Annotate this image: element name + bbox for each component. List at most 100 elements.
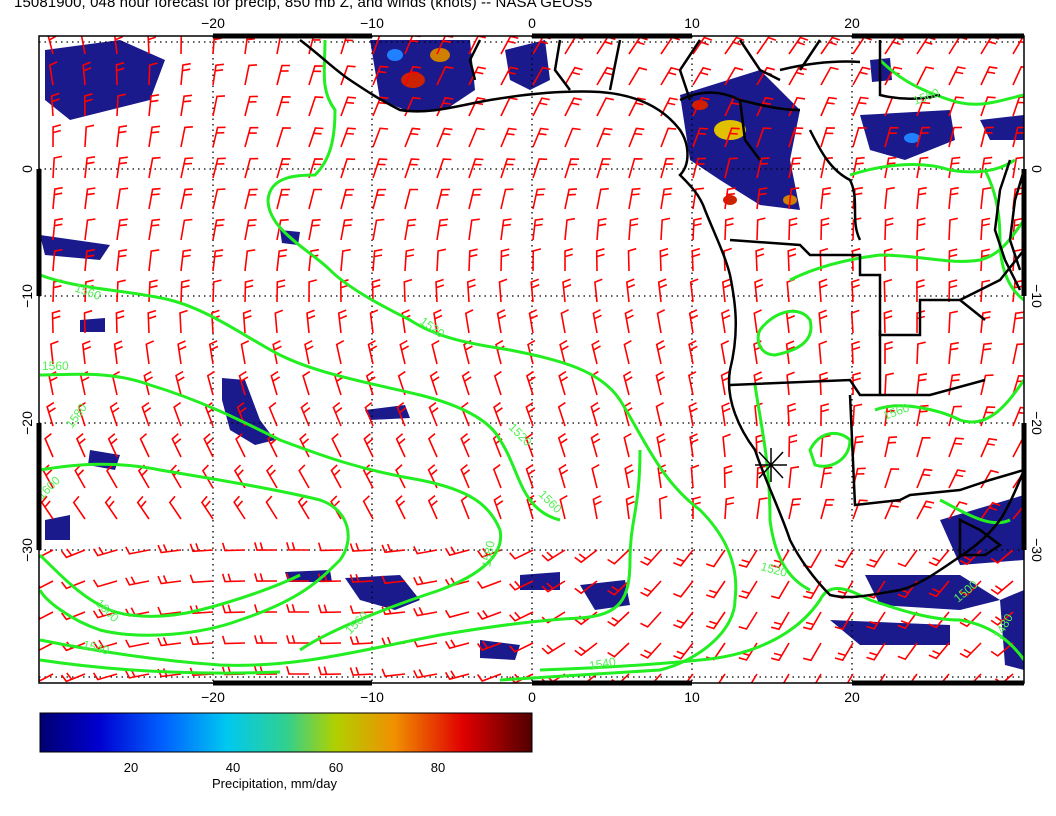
wind-barb [574, 673, 598, 683]
wind-barb [755, 247, 765, 272]
wind-barb [660, 157, 675, 179]
wind-barb [116, 93, 126, 117]
wind-barb [528, 309, 539, 334]
wind-barb [157, 637, 182, 647]
wind-barb [468, 127, 485, 148]
wind-barb [948, 469, 966, 489]
wind-barb [276, 64, 291, 86]
wind-barb [928, 642, 950, 660]
lat-tick-label-left: −10 [19, 284, 35, 308]
wind-barb [884, 468, 900, 489]
wind-barb [460, 494, 470, 520]
wind-barb [834, 549, 854, 569]
wind-barb [916, 156, 929, 179]
wind-barb [803, 580, 822, 600]
wind-barb [107, 433, 118, 458]
wind-barb [770, 642, 790, 662]
wind-barb [200, 495, 214, 520]
wind-barb [268, 401, 278, 427]
wind-barb [148, 125, 161, 148]
wind-barb [212, 218, 225, 241]
height-contours [39, 39, 1024, 682]
wind-barb [532, 218, 544, 241]
wind-barb [337, 309, 348, 334]
wind-barb [52, 124, 62, 148]
wind-barb [396, 401, 407, 427]
wind-barb [509, 549, 534, 560]
wind-barb [756, 36, 777, 55]
wind-barb [655, 370, 666, 396]
wind-barb [254, 573, 278, 582]
wind-barb [852, 96, 869, 117]
wind-barb [770, 580, 790, 600]
wind-barb [852, 372, 861, 395]
wind-barb [509, 642, 534, 653]
wind-barb [724, 157, 738, 179]
wind-barb [189, 543, 214, 553]
wind-barb [559, 495, 568, 520]
wind-barb [157, 606, 182, 616]
wind-barb [399, 340, 409, 365]
wind-barb [948, 66, 966, 86]
wind-barb [788, 157, 802, 179]
wind-barb [720, 340, 730, 365]
wind-barb [788, 66, 807, 86]
wind-barb [109, 401, 120, 427]
wind-barb [113, 340, 123, 365]
wind-barb [92, 608, 118, 619]
wind-barb [818, 278, 828, 303]
wind-barb [724, 496, 735, 520]
wind-barb [724, 66, 744, 86]
wind-barb [286, 542, 309, 551]
wind-barb [52, 186, 63, 210]
wind-barb [786, 371, 795, 396]
wind-barb [171, 433, 182, 458]
wind-barb [298, 464, 310, 489]
wind-barb [157, 544, 182, 554]
wind-barb [381, 575, 406, 585]
wind-barb [244, 126, 259, 148]
wind-barb [266, 464, 278, 489]
wind-barb [404, 127, 421, 148]
wind-barb [1012, 311, 1024, 334]
wind-barb [431, 340, 440, 365]
wind-barb [308, 188, 323, 210]
wind-barb [656, 433, 666, 458]
wind-barb [212, 249, 224, 272]
wind-barb [1012, 65, 1024, 86]
wind-barb [114, 36, 124, 55]
wind-barb [179, 309, 188, 334]
wind-barb [413, 639, 438, 648]
wind-barb [244, 188, 258, 210]
wind-barb [201, 464, 214, 489]
wind-barb [721, 402, 731, 427]
wind-barb [673, 642, 694, 660]
wind-barb [240, 340, 250, 365]
wind-barb [971, 673, 982, 683]
lat-tick-label-right: 0 [1029, 165, 1045, 173]
wind-barb [884, 372, 894, 396]
wind-barb [92, 579, 118, 588]
colorbar-label: Precipitation, mm/day [212, 776, 337, 791]
wind-barb [40, 495, 54, 520]
wind-barb [244, 249, 256, 272]
wind-barb [212, 157, 226, 179]
wind-barb [206, 370, 216, 396]
wind-barb [335, 339, 345, 365]
wind-barb [48, 61, 58, 86]
wind-barb [317, 542, 342, 552]
wind-barb [692, 157, 707, 179]
wind-barb [83, 93, 93, 117]
wind-barb [372, 218, 385, 241]
wind-barb [46, 401, 56, 427]
wind-barb [330, 464, 342, 489]
wind-barb [233, 495, 246, 520]
map-frame-ticks [36, 33, 1027, 686]
wind-barb [372, 65, 389, 86]
wind-barb [302, 370, 311, 396]
wind-barb [948, 248, 958, 272]
wind-barb [460, 432, 471, 458]
wind-barb [308, 127, 324, 148]
wind-barb [395, 433, 406, 458]
wind-barb [236, 401, 247, 427]
